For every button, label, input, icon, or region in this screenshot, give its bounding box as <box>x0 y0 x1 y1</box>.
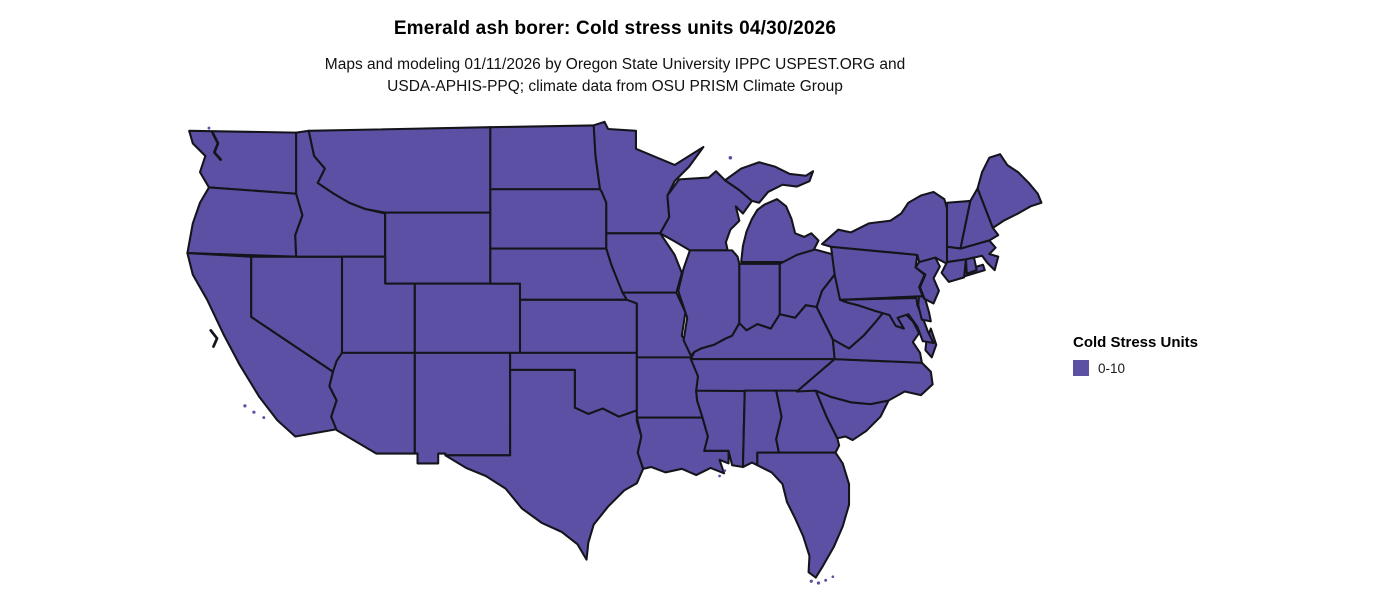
state-florida <box>756 451 851 579</box>
state-oregon <box>186 186 304 258</box>
maine-coast-island <box>1031 196 1034 199</box>
state-wisconsin <box>659 170 753 252</box>
mississippi-delta-island <box>723 469 727 472</box>
florida-keys-island <box>816 581 821 585</box>
florida-keys-island <box>809 579 813 583</box>
san-juan-island <box>207 126 211 130</box>
state-texas <box>444 368 645 561</box>
state-north-dakota <box>489 124 602 191</box>
subtitle-line-1: Maps and modeling 01/11/2026 by Oregon S… <box>324 56 906 73</box>
state-new-york <box>821 190 949 265</box>
states-group <box>186 120 1043 579</box>
state-wyoming <box>384 211 492 285</box>
subtitle-line-2: USDA-APHIS-PPQ; climate data from OSU PR… <box>387 78 843 95</box>
us-map <box>182 120 1045 592</box>
san-francisco-bay-waterway <box>209 329 219 348</box>
state-rhode-island <box>964 256 978 275</box>
state-maine <box>976 153 1043 229</box>
mississippi-delta-island <box>718 474 721 478</box>
puget-sound-waterway <box>211 131 223 161</box>
legend: Cold Stress Units 0-10 <box>1073 334 1198 376</box>
state-arizona <box>328 351 416 455</box>
state-pennsylvania <box>830 245 926 301</box>
map-title: Emerald ash borer: Cold stress units 04/… <box>393 18 837 39</box>
state-kansas <box>518 298 638 354</box>
state-washington <box>188 129 298 195</box>
state-south-dakota <box>489 188 608 250</box>
state-michigan <box>740 198 820 264</box>
legend-item: 0-10 <box>1073 360 1198 376</box>
us-map-svg <box>186 120 1043 585</box>
state-indiana <box>738 262 781 332</box>
state-colorado <box>413 282 522 354</box>
state-connecticut <box>940 258 967 283</box>
state-minnesota <box>592 120 705 235</box>
channel-island <box>252 410 256 414</box>
maine-coast-island <box>1020 203 1023 206</box>
legend-title: Cold Stress Units <box>1073 334 1199 351</box>
waterways-group <box>209 131 223 348</box>
legend-item-label: 0-10 <box>1098 360 1126 376</box>
legend-swatch-icon <box>1073 360 1089 376</box>
state-new-mexico <box>413 351 512 465</box>
florida-keys-island <box>824 578 828 582</box>
coastal-islands-group <box>207 126 1034 585</box>
maine-coast-island <box>1009 208 1013 212</box>
map-subtitle: Maps and modeling 01/11/2026 by Oregon S… <box>0 54 1230 98</box>
channel-island <box>243 404 247 408</box>
state-north-carolina <box>795 358 934 406</box>
header: Emerald ash borer: Cold stress units 04/… <box>0 18 1230 98</box>
state-michigan-upper-peninsula <box>723 161 815 204</box>
channel-island <box>262 416 266 420</box>
isle-royale-island <box>728 155 733 160</box>
florida-keys-island <box>831 575 835 579</box>
